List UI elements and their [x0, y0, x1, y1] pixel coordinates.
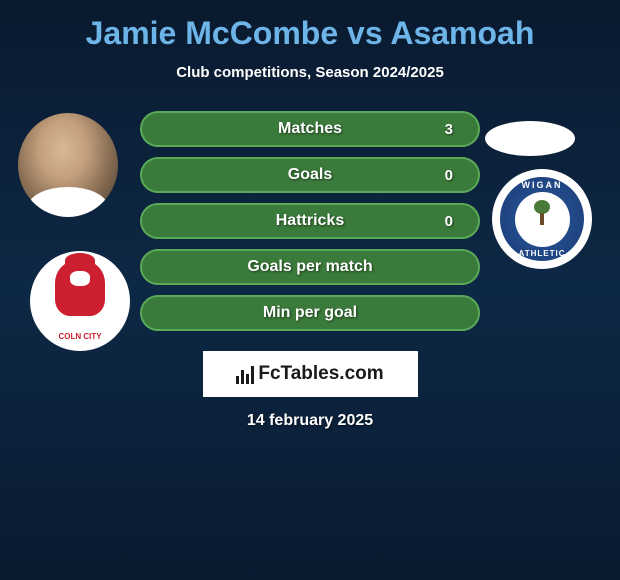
stats-container: Matches 3 Goals 0 Hattricks 0 Goals per …: [140, 111, 480, 331]
brand-text: FcTables.com: [258, 363, 383, 385]
stat-bar-hattricks: Hattricks 0: [140, 203, 480, 239]
stat-label: Goals: [288, 166, 332, 184]
player-photo-right: [485, 121, 575, 156]
stat-label: Hattricks: [276, 212, 344, 230]
content-area: COLN CITY WIGAN ATHLETIC Matches 3 Goals: [10, 111, 610, 430]
stat-label: Goals per match: [247, 258, 372, 276]
stat-label: Min per goal: [263, 304, 357, 322]
subtitle: Club competitions, Season 2024/2025: [10, 64, 610, 81]
stat-value: 0: [445, 167, 453, 184]
stat-bar-matches: Matches 3: [140, 111, 480, 147]
date-text: 14 february 2025: [10, 412, 610, 430]
wigan-badge-icon: WIGAN ATHLETIC: [497, 174, 587, 264]
stat-bar-min-per-goal: Min per goal: [140, 295, 480, 331]
stat-value: 3: [445, 121, 453, 138]
main-container: Jamie McCombe vs Asamoah Club competitio…: [0, 0, 620, 445]
stat-value: 0: [445, 213, 453, 230]
chart-icon: [236, 364, 254, 384]
lincoln-badge-icon: COLN CITY: [40, 261, 120, 341]
stat-bar-goals-per-match: Goals per match: [140, 249, 480, 285]
stat-label: Matches: [278, 120, 342, 138]
team-badge-lincoln: COLN CITY: [30, 251, 130, 351]
stat-bar-goals: Goals 0: [140, 157, 480, 193]
team-badge-wigan: WIGAN ATHLETIC: [492, 169, 592, 269]
page-title: Jamie McCombe vs Asamoah: [10, 15, 610, 52]
brand-box: FcTables.com: [203, 351, 418, 397]
player-photo-left: [18, 113, 118, 217]
